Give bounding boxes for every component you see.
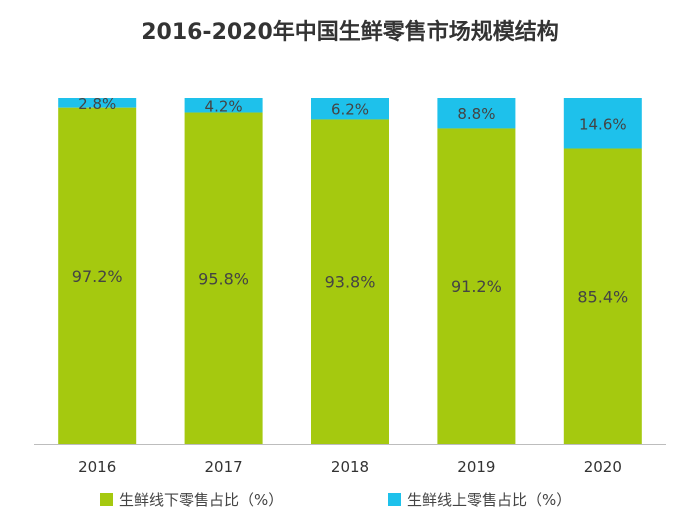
- bar-offline-2018: [311, 119, 389, 445]
- bar-online-2017: [184, 98, 263, 113]
- x-tick-2016: 2016: [78, 458, 116, 476]
- label-online-2017: 4.2%: [205, 97, 243, 115]
- label-online-2019: 8.8%: [457, 105, 495, 123]
- bar-online-2018: [311, 98, 389, 120]
- label-offline-2018: 93.8%: [325, 273, 376, 292]
- x-tick-2019: 2019: [457, 458, 495, 476]
- chart-title: 2016-2020年中国生鲜零售市场规模结构: [141, 20, 559, 45]
- bar-offline-2020: [563, 148, 642, 445]
- label-online-2020: 14.6%: [579, 115, 627, 133]
- x-tick-2018: 2018: [331, 458, 369, 476]
- label-online-2018: 6.2%: [331, 101, 369, 119]
- label-online-2016: 2.8%: [78, 95, 116, 113]
- label-offline-2016: 97.2%: [72, 267, 123, 286]
- label-offline-2017: 95.8%: [198, 269, 249, 288]
- legend-offline: 生鲜线下零售占比（%）: [100, 489, 283, 510]
- bar-online-2019: [437, 98, 516, 129]
- bar-offline-2019: [437, 128, 516, 444]
- legend-label-online: 生鲜线上零售占比（%）: [407, 491, 572, 509]
- legend-online: 生鲜线上零售占比（%）: [388, 489, 571, 510]
- legend-swatch-online: [388, 493, 401, 506]
- label-offline-2020: 85.4%: [577, 287, 628, 306]
- bar-offline-2016: [58, 107, 137, 445]
- bar-offline-2017: [184, 112, 263, 445]
- x-tick-2017: 2017: [205, 458, 243, 476]
- legend-label-offline: 生鲜线下零售占比（%）: [119, 491, 284, 509]
- bar-online-2016: [58, 98, 137, 108]
- legend-swatch-offline: [100, 493, 113, 506]
- label-offline-2019: 91.2%: [451, 277, 502, 296]
- bar-online-2020: [563, 98, 642, 149]
- x-tick-2020: 2020: [584, 458, 622, 476]
